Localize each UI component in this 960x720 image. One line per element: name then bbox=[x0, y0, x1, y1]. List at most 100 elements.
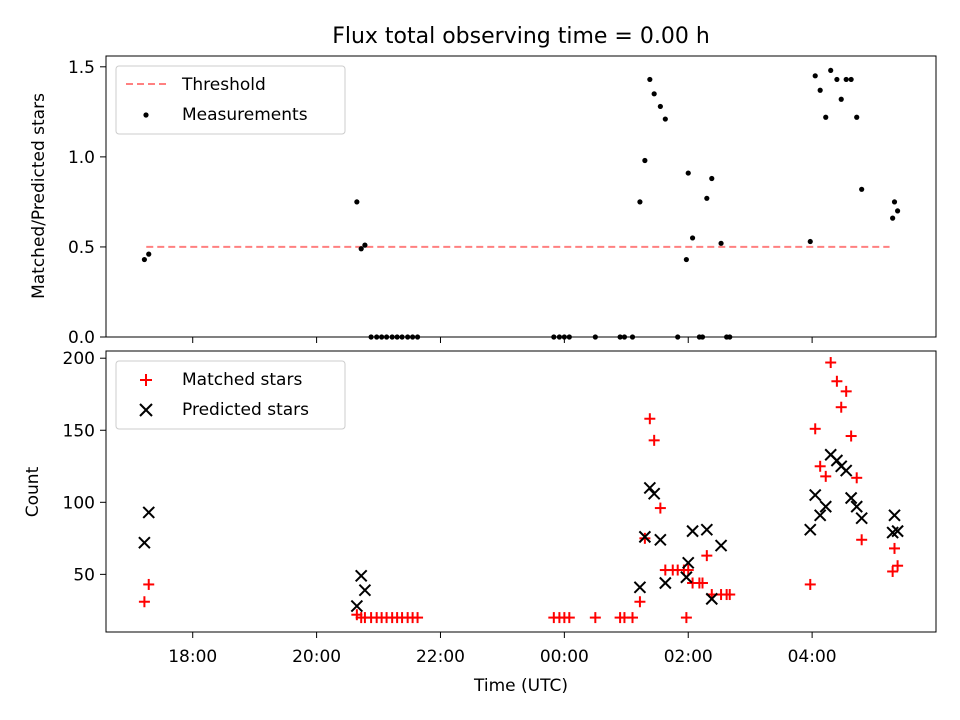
predicted-point bbox=[680, 571, 693, 584]
measurement-point bbox=[629, 334, 636, 340]
predicted-point bbox=[686, 524, 699, 538]
measurement-point bbox=[894, 208, 901, 214]
matched-point bbox=[701, 550, 713, 562]
predicted-point bbox=[809, 488, 822, 502]
measurement-point bbox=[592, 334, 598, 340]
predicted-point bbox=[819, 500, 832, 513]
count-x-tick-label: 02:00 bbox=[664, 647, 713, 667]
matched-point bbox=[680, 612, 692, 624]
matched-point bbox=[589, 612, 601, 624]
matched-point bbox=[143, 578, 155, 590]
measurement-point bbox=[817, 87, 823, 93]
measurement-point bbox=[834, 76, 840, 83]
ratio-y-tick-label: 0.5 bbox=[68, 238, 95, 258]
count-legend-box bbox=[115, 360, 346, 430]
matched-legend-label: Matched stars bbox=[182, 370, 302, 390]
matched-point bbox=[840, 385, 852, 397]
measurement-point bbox=[807, 238, 813, 245]
count-y-ticks: 50 100 150 200 bbox=[63, 349, 106, 585]
measurement-point bbox=[651, 91, 657, 97]
measurement-point bbox=[637, 199, 643, 205]
measurement-point bbox=[405, 334, 411, 340]
predicted-point bbox=[142, 506, 155, 519]
matched-point bbox=[563, 612, 575, 624]
count-y-tick-label: 150 bbox=[63, 421, 95, 441]
measurement-point bbox=[561, 334, 567, 340]
measurement-point bbox=[389, 334, 395, 340]
count-x-tick-label: 18:00 bbox=[168, 647, 217, 667]
x-axis-label: Time (UTC) bbox=[473, 676, 568, 696]
measurement-point bbox=[709, 175, 715, 182]
predicted-point bbox=[643, 481, 657, 495]
predicted-point bbox=[633, 581, 647, 594]
measurement-point bbox=[566, 334, 572, 340]
matched-point bbox=[682, 564, 694, 576]
count-x-tick-label: 22:00 bbox=[416, 647, 465, 667]
measurement-point bbox=[662, 116, 668, 122]
count-x-ticks: 18:00 20:00 22:00 00:00 02:00 04:00 bbox=[168, 632, 837, 667]
measurement-point bbox=[556, 334, 563, 340]
predicted-point bbox=[844, 491, 858, 505]
measurement-point bbox=[141, 256, 148, 263]
measurement-point bbox=[551, 334, 557, 340]
measurement-point bbox=[621, 334, 628, 340]
measurement-point bbox=[823, 114, 829, 120]
matched-point bbox=[892, 560, 904, 572]
count-x-tick-label: 04:00 bbox=[788, 647, 837, 667]
measurement-point bbox=[414, 334, 421, 340]
measurement-point bbox=[354, 199, 360, 205]
matched-point bbox=[835, 401, 847, 413]
count-x-tick-label: 00:00 bbox=[540, 647, 589, 667]
predicted-point bbox=[891, 524, 904, 538]
predicted-point bbox=[647, 487, 661, 500]
predicted-point bbox=[138, 536, 151, 549]
predicted-legend-swatch bbox=[139, 403, 153, 417]
ratio-panel: 0.0 0.5 1.0 1.5 Matched/Predicted stars Thr… bbox=[29, 55, 937, 348]
measurement-point bbox=[394, 334, 400, 340]
ratio-y-tick-label: 1.0 bbox=[68, 148, 95, 168]
matched-point bbox=[804, 578, 816, 590]
measurement-point bbox=[647, 76, 653, 83]
measurement-point bbox=[859, 186, 865, 192]
predicted-point bbox=[638, 530, 652, 544]
count-panel: 50 100 150 200 18:00 20:00 22:00 00:00 02:00 04:… bbox=[23, 349, 937, 696]
measurement-point bbox=[368, 334, 374, 340]
measurement-point bbox=[410, 334, 416, 340]
predicted-point bbox=[705, 592, 718, 606]
matched-point bbox=[845, 430, 857, 442]
count-y-axis-label: Count bbox=[23, 466, 43, 517]
measurement-point bbox=[890, 215, 896, 221]
measurement-point bbox=[657, 103, 663, 110]
measurement-point bbox=[843, 76, 849, 83]
matched-point bbox=[639, 532, 651, 544]
matched-point bbox=[626, 612, 638, 624]
measurement-point bbox=[828, 67, 834, 74]
predicted-point bbox=[850, 500, 863, 513]
count-legend: Matched stars Predicted stars bbox=[115, 360, 346, 430]
measurement-point bbox=[642, 157, 648, 164]
matched-point bbox=[644, 413, 656, 425]
predicted-point bbox=[700, 523, 714, 536]
predicted-point bbox=[350, 599, 364, 613]
predicted-point bbox=[888, 509, 901, 522]
matched-point bbox=[724, 589, 736, 601]
measurement-point bbox=[718, 240, 724, 246]
measurement-point bbox=[379, 334, 385, 340]
predicted-point bbox=[804, 523, 817, 536]
measurement-point bbox=[704, 195, 710, 201]
matched-point bbox=[856, 534, 868, 546]
measurement-point bbox=[362, 242, 368, 248]
measurement-point bbox=[675, 334, 681, 340]
measurement-point bbox=[617, 334, 623, 340]
threshold-legend-label: Threshold bbox=[181, 75, 266, 95]
measurement-point bbox=[812, 73, 818, 79]
ratio-y-axis-label: Matched/Predicted stars bbox=[29, 93, 49, 299]
matched-point bbox=[654, 502, 666, 514]
measurement-point bbox=[146, 251, 152, 257]
ratio-legend-box bbox=[115, 65, 346, 135]
predicted-point bbox=[654, 533, 667, 546]
measurement-point bbox=[358, 246, 364, 252]
matched-point bbox=[809, 423, 821, 435]
measurement-point bbox=[683, 256, 689, 263]
matched-point bbox=[887, 565, 899, 577]
